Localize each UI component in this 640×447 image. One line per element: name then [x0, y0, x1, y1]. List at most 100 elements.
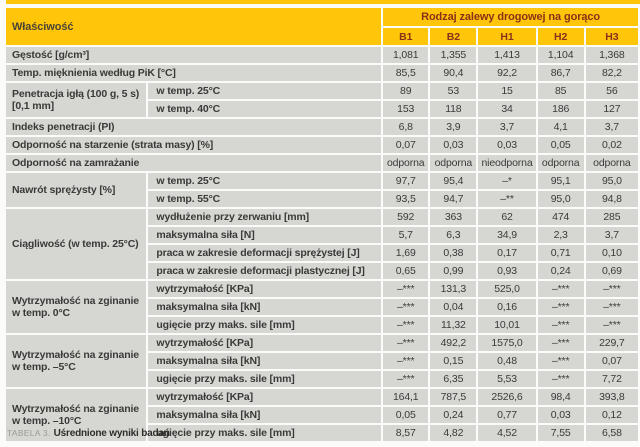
- row-sub-label: ugięcie przy maks. sile [mm]: [148, 317, 382, 333]
- value-cell: 1,081: [383, 47, 429, 63]
- value-cell: 93,5: [383, 191, 429, 207]
- value-cell: –***: [383, 299, 429, 315]
- value-cell: 0,65: [383, 263, 429, 279]
- value-cell: 1,355: [430, 47, 477, 63]
- value-cell: 92,2: [478, 65, 536, 81]
- row-group-label: Ciągliwość (w temp. 25°C): [6, 209, 147, 279]
- value-cell: 34,9: [478, 227, 536, 243]
- value-cell: 0,99: [430, 263, 477, 279]
- row-group-label: Wytrzymałość na zginanie w temp. 0°C: [6, 281, 147, 333]
- value-cell: 0,02: [585, 137, 638, 153]
- value-cell: 4,1: [537, 119, 584, 135]
- row-sub-label: wydłużenie przy zerwaniu [mm]: [148, 209, 382, 225]
- value-cell: –***: [537, 353, 584, 369]
- row-sub-label: w temp. 25°C: [148, 173, 382, 189]
- value-cell: 98,4: [537, 389, 584, 405]
- value-cell: –***: [585, 317, 638, 333]
- value-cell: 95,4: [430, 173, 477, 189]
- value-cell: 8,57: [383, 425, 429, 441]
- value-cell: 525,0: [478, 281, 536, 297]
- value-cell: 0,15: [430, 353, 477, 369]
- value-cell: 492,2: [430, 335, 477, 351]
- value-cell: 0,03: [478, 137, 536, 153]
- value-cell: 0,48: [478, 353, 536, 369]
- value-cell: –***: [537, 371, 584, 387]
- table-row: Nawrót sprężysty [%] w temp. 25°C 97,7 95,4…: [6, 173, 638, 207]
- table-row: Wytrzymałość na zginanie w temp. –5°C wyt…: [6, 335, 638, 387]
- value-cell: 1,413: [478, 47, 536, 63]
- value-cell: 2526,6: [478, 389, 536, 405]
- column-header-h1: H1: [478, 28, 536, 45]
- property-column-header: Właściwość: [6, 8, 382, 45]
- value-cell: –***: [383, 371, 429, 387]
- value-cell: 1,104: [537, 47, 584, 63]
- value-cell: 3,7: [585, 119, 638, 135]
- table-row: Wytrzymałość na zginanie w temp. 0°C wytr…: [6, 281, 638, 333]
- table-row: Wytrzymałość na zginanie w temp. –10°C wy…: [6, 389, 638, 441]
- value-cell: nieodporna: [478, 155, 536, 171]
- row-sub-label: ugięcie przy maks. sile [mm]: [148, 425, 382, 441]
- value-cell: 11,32: [430, 317, 477, 333]
- table-row: praca w zakresie deformacji plastycznej …: [6, 263, 638, 279]
- value-cell: 0,04: [430, 299, 477, 315]
- value-cell: 6,8: [383, 119, 429, 135]
- value-cell: 1,368: [585, 47, 638, 63]
- column-header-b1: B1: [383, 28, 429, 45]
- value-cell: –***: [383, 335, 429, 351]
- value-cell: 363: [430, 209, 477, 225]
- value-cell: 0,05: [383, 407, 429, 423]
- table-row: Temp. mięknienia według PiK [°C] 85,5 90,4…: [6, 65, 638, 81]
- row-group-label: Wytrzymałość na zginanie w temp. –10°C: [6, 389, 147, 441]
- value-cell: 153: [383, 101, 429, 117]
- row-group-label: Nawrót sprężysty [%]: [6, 173, 147, 207]
- table-row: praca w zakresie deformacji sprężystej […: [6, 245, 638, 261]
- value-cell: 0,93: [478, 263, 536, 279]
- value-cell: 3,7: [585, 227, 638, 243]
- row-sub-label: praca w zakresie deformacji sprężystej […: [148, 245, 382, 261]
- sealant-type-group-header: Rodzaj zalewy drogowej na gorąco: [383, 8, 638, 26]
- value-cell: 97,7: [383, 173, 429, 189]
- value-cell: 56: [585, 83, 638, 99]
- value-cell: –***: [537, 281, 584, 297]
- column-header-b2: B2: [430, 28, 477, 45]
- value-cell: 229,7: [585, 335, 638, 351]
- value-cell: 95,0: [537, 191, 584, 207]
- value-cell: 4,82: [430, 425, 477, 441]
- table-header: Właściwość Rodzaj zalewy drogowej na gor…: [6, 8, 638, 45]
- table-row: Odporność na starzenie (strata masy) [%]…: [6, 137, 638, 153]
- caption-title: Uśrednione wyniki badań: [53, 428, 170, 439]
- value-cell: 0,07: [383, 137, 429, 153]
- value-cell: –***: [537, 317, 584, 333]
- row-label: Odporność na zamrażanie: [6, 155, 382, 171]
- results-table: Właściwość Rodzaj zalewy drogowej na gor…: [4, 6, 640, 443]
- value-cell: –**: [478, 191, 536, 207]
- table-row: Gęstość [g/cm³] 1,081 1,355 1,413 1,104 1,368: [6, 47, 638, 63]
- value-cell: 0,07: [585, 353, 638, 369]
- value-cell: 0,69: [585, 263, 638, 279]
- value-cell: 6,58: [585, 425, 638, 441]
- value-cell: 0,71: [537, 245, 584, 261]
- value-cell: odporna: [585, 155, 638, 171]
- value-cell: 7,72: [585, 371, 638, 387]
- header-row-group: Właściwość Rodzaj zalewy drogowej na gor…: [6, 8, 638, 45]
- value-cell: 0,24: [537, 263, 584, 279]
- value-cell: –***: [383, 317, 429, 333]
- header-row-columns: B1 B2 H1 H2 H3: [6, 28, 638, 45]
- value-cell: 592: [383, 209, 429, 225]
- value-cell: 95,1: [537, 173, 584, 189]
- value-cell: 6,35: [430, 371, 477, 387]
- value-cell: 0,05: [537, 137, 584, 153]
- value-cell: 1,69: [383, 245, 429, 261]
- value-cell: 127: [585, 101, 638, 117]
- row-group-label: Wytrzymałość na zginanie w temp. –5°C: [6, 335, 147, 387]
- value-cell: 15: [478, 83, 536, 99]
- row-sub-label: maksymalna siła [kN]: [148, 353, 382, 369]
- table-row: maksymalna siła [kN] 0,05 0,24 0,77 0,03 0,12: [6, 407, 638, 423]
- value-cell: 118: [430, 101, 477, 117]
- column-header-h3: H3: [585, 28, 638, 45]
- value-cell: –***: [383, 353, 429, 369]
- value-cell: 82,2: [585, 65, 638, 81]
- table-body: Gęstość [g/cm³] 1,081 1,355 1,413 1,104 1,368…: [6, 47, 638, 441]
- table-row: maksymalna siła [kN] –*** 0,04 0,16 –*** –***: [6, 299, 638, 315]
